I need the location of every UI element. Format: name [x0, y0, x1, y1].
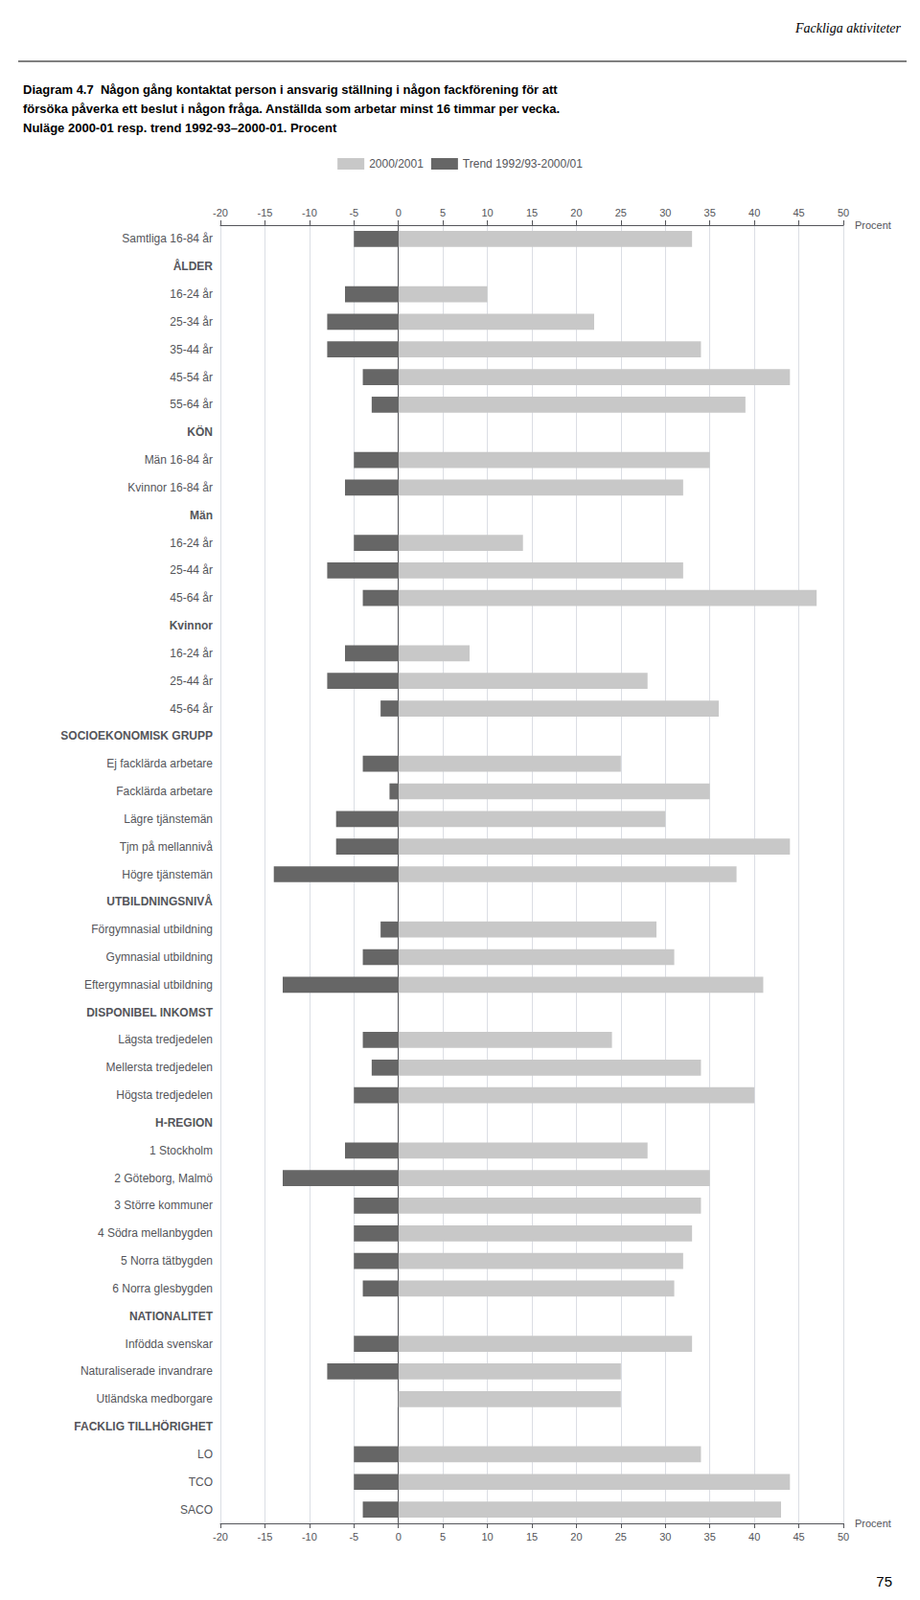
svg-text:H-REGION: H-REGION: [155, 1116, 213, 1130]
svg-text:TCO: TCO: [188, 1475, 213, 1490]
svg-text:40: 40: [748, 207, 760, 219]
svg-text:-10: -10: [301, 207, 318, 219]
svg-text:-5: -5: [348, 207, 359, 219]
svg-text:Naturaliserade invandrare: Naturaliserade invandrare: [80, 1364, 213, 1379]
svg-text:40: 40: [748, 1531, 760, 1543]
svg-text:5: 5: [439, 207, 446, 219]
svg-text:KÖN: KÖN: [186, 424, 213, 439]
svg-text:30: 30: [659, 1531, 671, 1543]
svg-text:25: 25: [615, 207, 627, 219]
svg-text:Kvinnor: Kvinnor: [169, 619, 214, 633]
svg-text:ÅLDER: ÅLDER: [173, 258, 214, 274]
svg-text:Högsta tredjedelen: Högsta tredjedelen: [115, 1088, 213, 1103]
svg-text:10: 10: [481, 1531, 493, 1543]
svg-text:Facklärda arbetare: Facklärda arbetare: [115, 784, 213, 799]
svg-text:-15: -15: [256, 1531, 273, 1543]
svg-text:25-44 år: 25-44 år: [169, 674, 213, 689]
svg-text:-20: -20: [212, 1531, 229, 1543]
svg-text:-5: -5: [348, 1531, 359, 1543]
svg-text:försöka påverka ett beslut i n: försöka påverka ett beslut i någon fråga…: [23, 101, 560, 116]
svg-text:2 Göteborg, Malmö: 2 Göteborg, Malmö: [114, 1172, 213, 1186]
svg-text:50: 50: [837, 207, 850, 219]
svg-text:3 Större kommuner: 3 Större kommuner: [114, 1198, 213, 1213]
svg-text:0: 0: [395, 207, 402, 219]
svg-text:Lägsta tredjedelen: Lägsta tredjedelen: [117, 1033, 213, 1047]
svg-text:2000/2001: 2000/2001: [368, 157, 424, 171]
svg-text:16-24 år: 16-24 år: [169, 536, 213, 551]
svg-text:45: 45: [792, 1531, 805, 1543]
svg-text:6 Norra glesbygden: 6 Norra glesbygden: [112, 1282, 213, 1296]
svg-text:Förgymnasial utbildning: Förgymnasial utbildning: [91, 922, 213, 937]
svg-text:Procent: Procent: [854, 219, 892, 231]
svg-text:Utländska medborgare: Utländska medborgare: [96, 1392, 214, 1406]
svg-text:Trend 1992/93-2000/01: Trend 1992/93-2000/01: [462, 157, 583, 171]
svg-text:Infödda svenskar: Infödda svenskar: [125, 1337, 213, 1352]
svg-text:45-64 år: 45-64 år: [169, 591, 213, 605]
svg-text:5: 5: [439, 1531, 446, 1543]
svg-text:SACO: SACO: [180, 1503, 213, 1518]
svg-text:5 Norra tätbygden: 5 Norra tätbygden: [120, 1254, 213, 1268]
svg-text:Eftergymnasial utbildning: Eftergymnasial utbildning: [84, 978, 213, 992]
svg-text:UTBILDNINGSNIVÅ: UTBILDNINGSNIVÅ: [106, 894, 213, 909]
svg-text:45-64 år: 45-64 år: [169, 702, 213, 716]
svg-text:LO: LO: [197, 1448, 213, 1462]
svg-text:10: 10: [481, 207, 493, 219]
svg-text:20: 20: [570, 207, 582, 219]
svg-text:Gymnasial utbildning: Gymnasial utbildning: [106, 950, 213, 965]
svg-text:0: 0: [395, 1531, 402, 1543]
svg-text:SOCIOEKONOMISK GRUPP: SOCIOEKONOMISK GRUPP: [60, 729, 213, 743]
svg-text:Mellersta tredjedelen: Mellersta tredjedelen: [106, 1060, 213, 1075]
svg-text:Lägre tjänstemän: Lägre tjänstemän: [123, 812, 213, 827]
svg-text:45: 45: [792, 207, 805, 219]
svg-text:Diagram 4.7 Någon gång kontak: Diagram 4.7 Någon gång kontaktat person …: [23, 82, 558, 97]
svg-text:4 Södra mellanbygden: 4 Södra mellanbygden: [97, 1226, 213, 1241]
svg-text:-10: -10: [301, 1531, 318, 1543]
svg-text:-15: -15: [256, 207, 273, 219]
svg-text:15: 15: [526, 207, 538, 219]
svg-text:FACKLIG TILLHÖRIGHET: FACKLIG TILLHÖRIGHET: [73, 1419, 213, 1434]
svg-text:Ej facklärda arbetare: Ej facklärda arbetare: [106, 757, 213, 771]
svg-text:Fackliga aktiviteter: Fackliga aktiviteter: [794, 21, 902, 36]
svg-text:25: 25: [615, 1531, 627, 1543]
svg-text:Män: Män: [189, 508, 213, 523]
svg-text:15: 15: [526, 1531, 538, 1543]
svg-text:Högre tjänstemän: Högre tjänstemän: [121, 868, 213, 882]
svg-text:45-54 år: 45-54 år: [169, 370, 213, 385]
svg-text:Män 16-84 år: Män 16-84 år: [144, 453, 213, 467]
svg-text:35: 35: [704, 207, 716, 219]
svg-text:35-44 år: 35-44 år: [169, 343, 213, 357]
svg-text:75: 75: [875, 1573, 893, 1590]
svg-text:Nuläge 2000-01 resp. trend 199: Nuläge 2000-01 resp. trend 1992-93–2000-…: [23, 120, 338, 136]
svg-text:25-34 år: 25-34 år: [169, 315, 213, 329]
svg-text:50: 50: [837, 1531, 850, 1543]
svg-text:Tjm på mellannivå: Tjm på mellannivå: [119, 840, 214, 854]
svg-text:55-64 år: 55-64 år: [169, 397, 213, 412]
svg-text:30: 30: [659, 207, 671, 219]
svg-text:DISPONIBEL INKOMST: DISPONIBEL INKOMST: [86, 1006, 213, 1020]
svg-text:20: 20: [570, 1531, 582, 1543]
svg-text:Procent: Procent: [854, 1518, 892, 1530]
svg-text:25-44 år: 25-44 år: [169, 563, 213, 577]
svg-text:16-24 år: 16-24 år: [169, 646, 213, 661]
svg-text:Kvinnor 16-84 år: Kvinnor 16-84 år: [127, 481, 213, 495]
svg-text:-20: -20: [212, 207, 229, 219]
svg-text:16-24 år: 16-24 år: [169, 287, 213, 301]
svg-text:1 Stockholm: 1 Stockholm: [149, 1144, 213, 1158]
svg-text:35: 35: [704, 1531, 716, 1543]
svg-text:Samtliga 16-84 år: Samtliga 16-84 år: [121, 231, 213, 246]
svg-text:NATIONALITET: NATIONALITET: [129, 1310, 214, 1324]
